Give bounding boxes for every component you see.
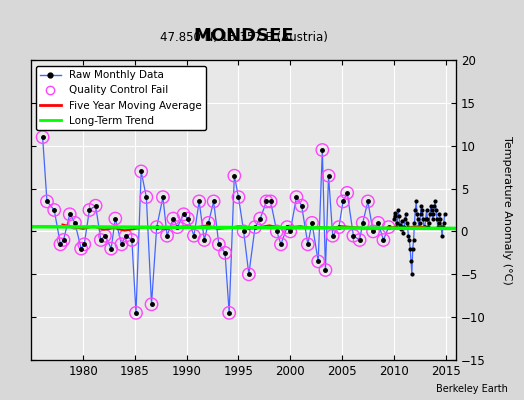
Point: [152, 224, 161, 230]
Point: [369, 228, 377, 235]
Point: [349, 232, 357, 239]
Point: [210, 198, 218, 205]
Point: [245, 271, 253, 278]
Point: [101, 232, 109, 239]
Point: [71, 220, 79, 226]
Point: [195, 198, 203, 205]
Point: [385, 224, 393, 230]
Point: [96, 237, 105, 243]
Point: [38, 134, 47, 140]
Point: [111, 215, 119, 222]
Point: [239, 228, 248, 235]
Title: MONDSEE: MONDSEE: [193, 26, 294, 44]
Point: [277, 241, 285, 248]
Point: [256, 215, 265, 222]
Point: [339, 198, 347, 205]
Point: [358, 220, 367, 226]
Point: [318, 147, 326, 153]
Point: [324, 172, 333, 179]
Point: [230, 172, 238, 179]
Point: [147, 301, 156, 308]
Point: [272, 228, 281, 235]
Text: Berkeley Earth: Berkeley Earth: [436, 384, 508, 394]
Point: [364, 198, 372, 205]
Point: [163, 232, 171, 239]
Point: [314, 258, 322, 265]
Point: [262, 198, 270, 205]
Point: [85, 207, 94, 213]
Point: [117, 241, 126, 248]
Point: [343, 190, 352, 196]
Point: [77, 245, 85, 252]
Point: [283, 224, 291, 230]
Point: [286, 228, 294, 235]
Y-axis label: Temperature Anomaly (°C): Temperature Anomaly (°C): [502, 136, 512, 284]
Point: [215, 241, 223, 248]
Point: [128, 237, 136, 243]
Point: [329, 232, 337, 239]
Point: [179, 211, 188, 218]
Point: [173, 224, 182, 230]
Point: [142, 194, 150, 200]
Point: [379, 237, 388, 243]
Point: [66, 211, 74, 218]
Point: [292, 194, 301, 200]
Point: [159, 194, 167, 200]
Point: [169, 215, 178, 222]
Point: [204, 220, 213, 226]
Point: [251, 224, 259, 230]
Point: [132, 310, 140, 316]
Point: [308, 220, 316, 226]
Point: [200, 237, 209, 243]
Point: [225, 310, 233, 316]
Point: [122, 232, 130, 239]
Point: [190, 232, 198, 239]
Point: [298, 202, 306, 209]
Point: [183, 215, 192, 222]
Point: [80, 241, 89, 248]
Legend: Raw Monthly Data, Quality Control Fail, Five Year Moving Average, Long-Term Tren: Raw Monthly Data, Quality Control Fail, …: [36, 66, 206, 130]
Point: [303, 241, 312, 248]
Point: [266, 198, 275, 205]
Point: [355, 237, 364, 243]
Point: [91, 202, 100, 209]
Point: [43, 198, 51, 205]
Point: [321, 267, 330, 273]
Point: [234, 194, 243, 200]
Point: [50, 207, 58, 213]
Point: [107, 245, 115, 252]
Point: [221, 250, 229, 256]
Point: [59, 237, 68, 243]
Point: [335, 224, 343, 230]
Point: [137, 168, 145, 175]
Text: 47.850 N, 13.357 E (Austria): 47.850 N, 13.357 E (Austria): [160, 30, 328, 44]
Point: [56, 241, 64, 248]
Point: [374, 220, 383, 226]
